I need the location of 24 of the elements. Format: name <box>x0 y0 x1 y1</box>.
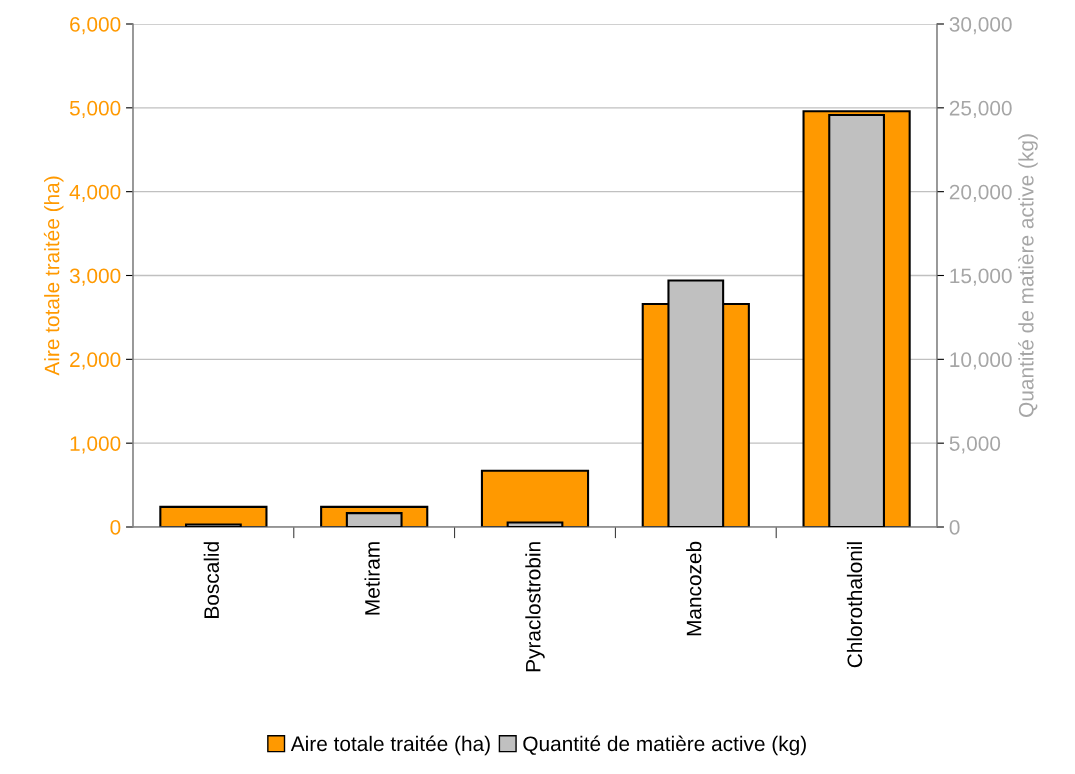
y2-tick-label: 5,000 <box>949 436 1001 454</box>
y2-tick-label: 25,000 <box>949 100 1012 119</box>
x-tick-label: Pyraclostrobin <box>525 542 545 672</box>
y-tick-label: 3,000 <box>69 268 121 286</box>
bar <box>480 469 590 527</box>
y-tick-label: 1,000 <box>70 436 121 454</box>
y2-axis-title: Quantité de matière active (kg) <box>1018 134 1038 417</box>
x-tick-label: Boscalid <box>203 542 219 618</box>
x-tick-label: Chlorothalonil <box>846 542 863 668</box>
y-axis-title: Aire totale traitée (ha) <box>43 176 64 376</box>
legend-label: Quantité de matière active (kg) <box>523 735 806 756</box>
y2-tick-label: 20,000 <box>949 184 1012 202</box>
y-tick-label: 2,000 <box>70 352 121 370</box>
y-tick-label: 5,000 <box>69 100 121 119</box>
y-tick-label: 6,000 <box>70 17 121 35</box>
y2-tick-label: 10,000 <box>950 352 1012 370</box>
legend-label: Aire totale traitée (ha) <box>290 735 490 756</box>
y-tick-label: 4,000 <box>69 184 121 202</box>
x-tick-label: Metiram <box>364 542 380 615</box>
y2-tick-label: 15,000 <box>950 268 1012 286</box>
y-tick-label: 0 <box>110 520 121 535</box>
y2-tick-label: 30,000 <box>949 17 1012 35</box>
y2-tick-label: 0 <box>949 520 960 535</box>
x-tick-label: Mancozeb <box>686 541 702 636</box>
